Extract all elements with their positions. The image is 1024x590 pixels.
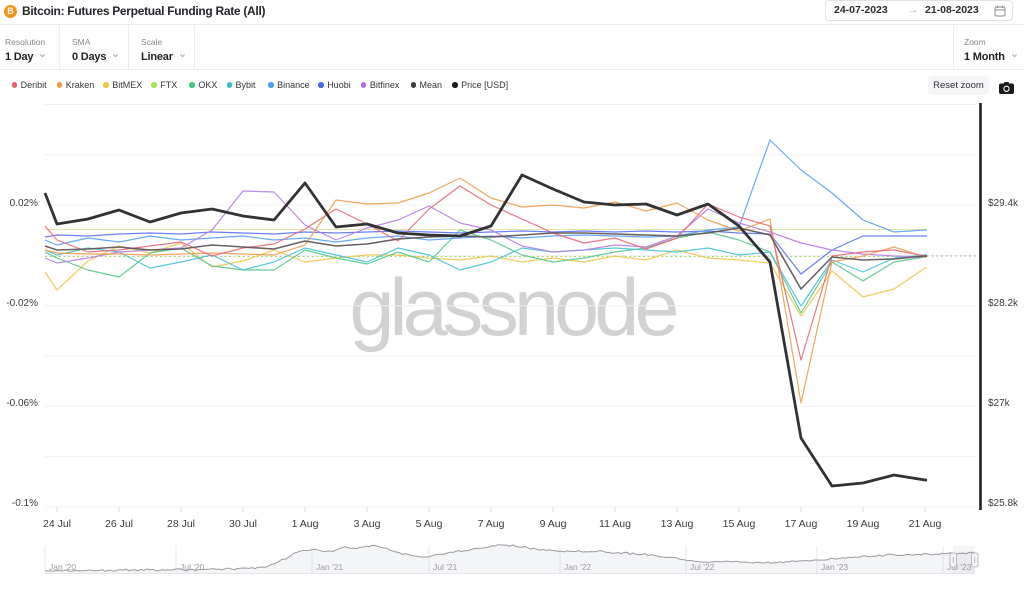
svg-text:28 Jul: 28 Jul bbox=[167, 518, 195, 530]
svg-text:Jan '23: Jan '23 bbox=[821, 562, 848, 572]
svg-text:15 Aug: 15 Aug bbox=[723, 518, 756, 530]
svg-text:$29.4k: $29.4k bbox=[988, 198, 1019, 209]
svg-text:11 Aug: 11 Aug bbox=[599, 518, 631, 530]
svg-text:Jul '21: Jul '21 bbox=[433, 562, 458, 572]
svg-text:3 Aug: 3 Aug bbox=[354, 518, 381, 530]
svg-text:26 Jul: 26 Jul bbox=[105, 518, 133, 530]
svg-text:$28.2k: $28.2k bbox=[988, 298, 1019, 309]
svg-text:17 Aug: 17 Aug bbox=[785, 518, 818, 530]
svg-text:-0.1%: -0.1% bbox=[12, 498, 38, 509]
svg-text:5 Aug: 5 Aug bbox=[416, 518, 443, 530]
svg-text:Jan '22: Jan '22 bbox=[564, 562, 591, 572]
svg-text:7 Aug: 7 Aug bbox=[478, 518, 505, 530]
svg-text:24 Jul: 24 Jul bbox=[43, 518, 71, 530]
svg-text:21 Aug: 21 Aug bbox=[909, 518, 942, 530]
svg-text:-0.02%: -0.02% bbox=[6, 298, 38, 309]
svg-text:$27k: $27k bbox=[988, 398, 1011, 409]
svg-text:-0.06%: -0.06% bbox=[6, 398, 38, 409]
svg-text:30 Jul: 30 Jul bbox=[229, 518, 257, 530]
svg-text:Jul '20: Jul '20 bbox=[180, 562, 205, 572]
svg-text:9 Aug: 9 Aug bbox=[540, 518, 567, 530]
svg-text:19 Aug: 19 Aug bbox=[847, 518, 880, 530]
svg-text:Jan '20: Jan '20 bbox=[49, 562, 76, 572]
svg-text:1 Aug: 1 Aug bbox=[292, 518, 319, 530]
svg-text:13 Aug: 13 Aug bbox=[661, 518, 694, 530]
svg-text:Jul '22: Jul '22 bbox=[690, 562, 715, 572]
svg-text:$25.8k: $25.8k bbox=[988, 498, 1019, 509]
svg-text:Jan '21: Jan '21 bbox=[316, 562, 343, 572]
svg-text:Jul '23: Jul '23 bbox=[947, 562, 972, 572]
svg-text:0.02%: 0.02% bbox=[10, 198, 38, 209]
